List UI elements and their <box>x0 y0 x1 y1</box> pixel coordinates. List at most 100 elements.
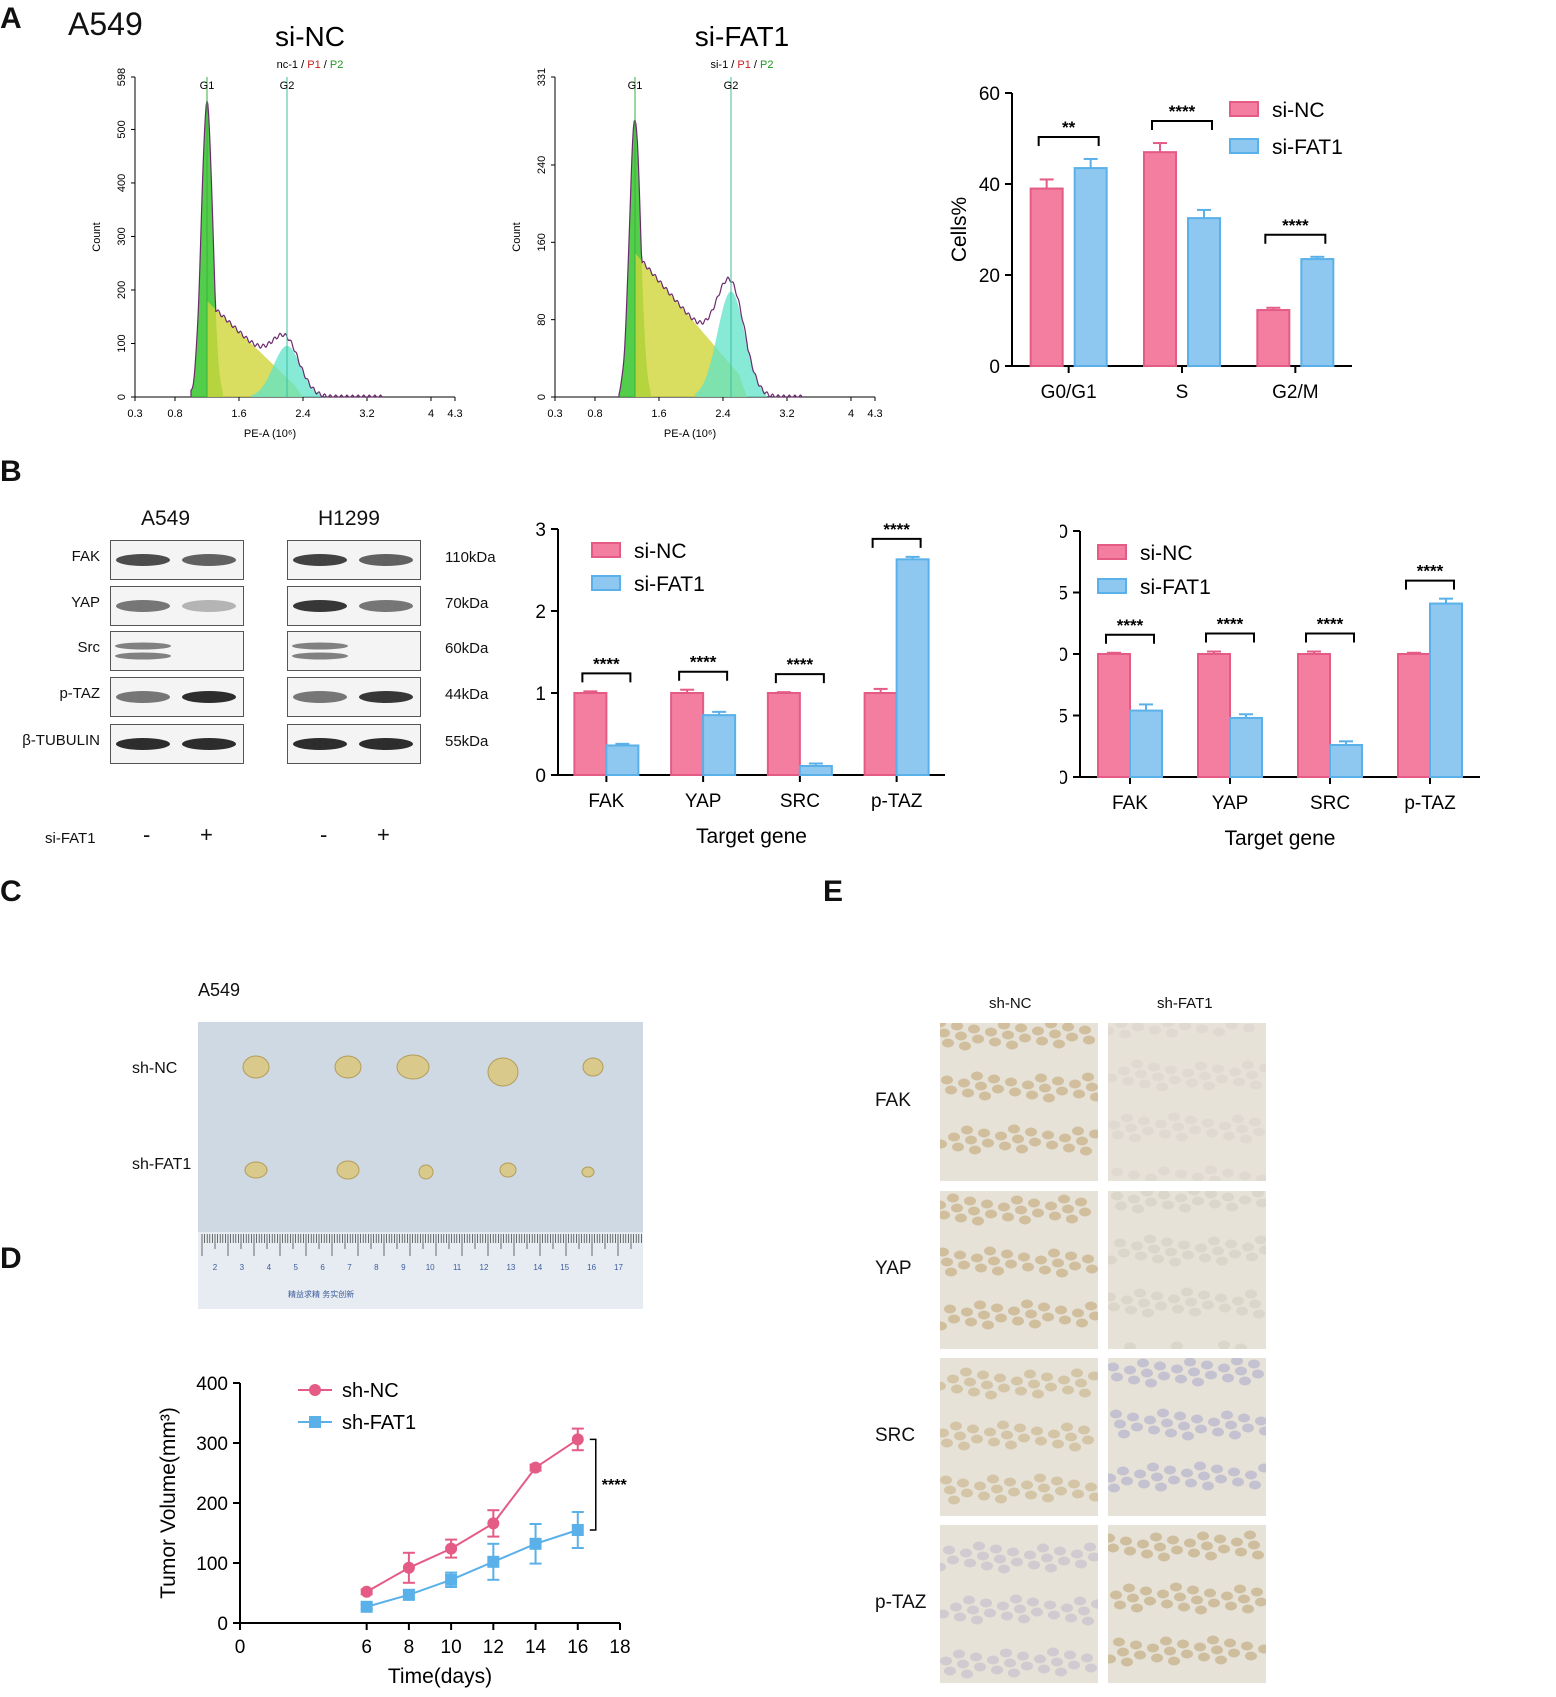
line-point-sh-FAT1 <box>445 1573 458 1586</box>
ihc-cell <box>1194 1642 1206 1652</box>
ihc-cell <box>1083 1035 1095 1045</box>
ihc-cell <box>1142 1308 1154 1318</box>
ihc-cell <box>1121 1113 1133 1123</box>
ihc-cell <box>959 1041 971 1051</box>
flow-y-tick-label: 80 <box>536 314 548 326</box>
ihc-cell <box>1079 1388 1091 1398</box>
ihc-cell <box>1235 1366 1247 1376</box>
legend-label: si-NC <box>1272 99 1325 122</box>
ihc-cell <box>1048 1248 1060 1258</box>
ihc-cell <box>1186 1078 1198 1088</box>
ihc-cell <box>1048 1610 1060 1620</box>
ihc-cell <box>1032 1026 1044 1036</box>
ihc-cell <box>1202 1481 1214 1491</box>
ihc-cell <box>980 1598 992 1608</box>
ihc-cell <box>1207 1635 1219 1645</box>
ihc-cell <box>1114 1600 1126 1610</box>
significance-bracket <box>774 673 825 684</box>
ihc-cell <box>1154 1542 1166 1552</box>
ihc-cell <box>1062 1385 1074 1395</box>
bar-si-FAT1 <box>1229 716 1263 779</box>
ihc-cell <box>1218 1363 1230 1373</box>
flow-right-plot: 0 80 160 240 331 Count 0.3 0.8 1.6 2.4 3.2 4 4.3 PE-A… <box>511 68 883 440</box>
ihc-cell <box>1168 1112 1180 1122</box>
bar-si-NC <box>863 692 898 776</box>
ihc-cell <box>1120 1536 1132 1546</box>
ihc-cell <box>1253 1127 1265 1137</box>
ihc-cell <box>1144 1415 1156 1425</box>
ihc-cell <box>1216 1256 1228 1266</box>
ihc-cell <box>1119 1029 1131 1039</box>
ihc-cell <box>978 1491 990 1501</box>
legend-marker <box>309 1384 321 1396</box>
legend-label: si-NC <box>1140 542 1193 565</box>
ihc-cell <box>1223 1131 1235 1141</box>
flow-g1-label: G1 <box>200 80 215 92</box>
ihc-cell <box>1022 1262 1034 1272</box>
blot-kda-label: 70kDa <box>445 595 489 612</box>
ihc-cell <box>1010 1594 1022 1604</box>
ihc-cell <box>1236 1124 1248 1134</box>
ihc-cell <box>967 1424 979 1434</box>
ihc-cell <box>1034 1654 1046 1664</box>
flow-x-tick-label: 4.3 <box>447 408 462 420</box>
ihc-cell <box>955 1031 967 1041</box>
ihc-cell <box>1055 1667 1067 1677</box>
ihc-cell <box>1130 1640 1142 1650</box>
ihc-cell <box>1021 1480 1033 1490</box>
ihc-cell <box>1198 1652 1210 1662</box>
tumor-sh-fat1 <box>581 1166 595 1178</box>
ihc-cell <box>974 1662 986 1672</box>
ihc-cell <box>1062 1204 1074 1214</box>
ihc-cell <box>947 1555 959 1565</box>
ruler-number: 4 <box>267 1263 272 1272</box>
ihc-cell <box>1242 1604 1254 1614</box>
line-x-tick-label: 6 <box>361 1637 372 1658</box>
ruler-number: 14 <box>533 1263 542 1272</box>
ihc-cell <box>988 1437 1000 1447</box>
blot-band <box>293 600 347 612</box>
ihc-cell <box>1001 1611 1013 1621</box>
ihc-cell <box>1161 1237 1173 1247</box>
ihc-cell <box>1108 1073 1117 1083</box>
blot-row-label: FAK <box>71 548 100 565</box>
ihc-cell <box>1232 1477 1244 1487</box>
ihc-cell <box>1091 1599 1098 1609</box>
ihc-cell <box>1229 1430 1241 1440</box>
significance-bracket <box>871 537 922 548</box>
blot-band <box>182 738 236 750</box>
ihc-cell <box>1172 1304 1184 1314</box>
ihc-cell <box>1137 1358 1149 1368</box>
ihc-cell <box>940 1028 950 1038</box>
ihc-row-label: YAP <box>875 1258 912 1279</box>
ihc-cell <box>1045 1563 1057 1573</box>
ihc-cell <box>943 1545 955 1555</box>
ihc-cell <box>1171 1364 1183 1374</box>
ihc-cell <box>1199 1071 1211 1081</box>
ihc-cell <box>971 1615 983 1625</box>
bar-y-tick-label: 1.0 <box>1060 645 1068 666</box>
line-point-sh-NC <box>360 1585 373 1598</box>
ihc-cell <box>1192 1196 1204 1206</box>
ihc-cell <box>999 1141 1011 1151</box>
cell-cycle-bar-chart: 0 20 40 60 Cells% G0/G1 ** S **** G2/M **** si-NC si… <box>950 84 1352 403</box>
ihc-cell <box>1056 1268 1068 1278</box>
ihc-cell <box>1084 1542 1096 1552</box>
ihc-cell <box>1242 1423 1254 1433</box>
ihc-cell <box>1089 1129 1098 1139</box>
ihc-cell <box>1222 1373 1234 1383</box>
ruler-number: 13 <box>506 1263 515 1272</box>
ruler-number: 10 <box>426 1263 435 1272</box>
blot-lane-box <box>287 677 421 717</box>
line-point-sh-FAT1 <box>529 1537 542 1550</box>
ihc-cell <box>1226 1023 1238 1030</box>
ihc-cell <box>1108 1473 1116 1483</box>
ihc-cell <box>1248 1540 1260 1550</box>
ihc-cell <box>1148 1244 1160 1254</box>
ihc-cell <box>1026 1090 1038 1100</box>
tumor-sh-nc <box>487 1057 519 1087</box>
flow-y-tick-label: 160 <box>536 233 548 251</box>
bar-category-label: YAP <box>1212 793 1249 814</box>
ihc-cell <box>1142 1126 1154 1136</box>
ihc-row-label: p-TAZ <box>875 1592 927 1613</box>
